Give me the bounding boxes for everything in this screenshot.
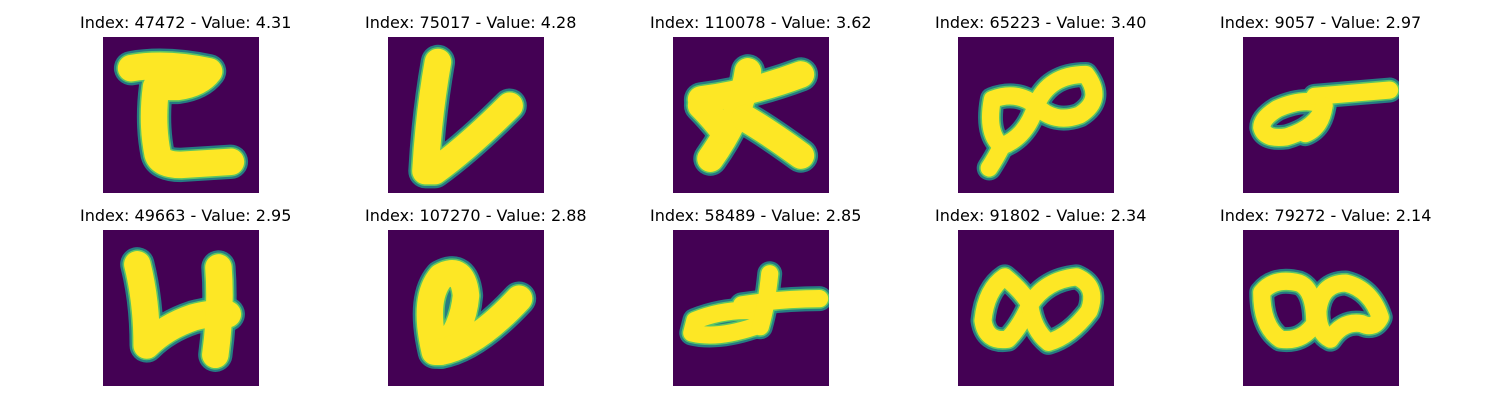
v-glyph-image [388, 37, 544, 193]
panel-title: Index: 91802 - Value: 2.34 [935, 206, 1147, 225]
panel-title: Index: 9057 - Value: 2.97 [1220, 13, 1422, 32]
cross-glyph-image [673, 37, 829, 193]
loop-tail-glyph-image [1243, 37, 1399, 193]
double-loop-glyph-image [958, 37, 1114, 193]
double-o-glyph-image [1243, 230, 1399, 386]
panel-title: Index: 65223 - Value: 3.40 [935, 13, 1147, 32]
panel-title: Index: 49663 - Value: 2.95 [80, 206, 292, 225]
panel-title: Index: 79272 - Value: 2.14 [1220, 206, 1432, 225]
four-glyph-image [103, 230, 259, 386]
infinity-glyph-image [958, 230, 1114, 386]
panel-title: Index: 47472 - Value: 4.31 [80, 13, 292, 32]
panel-title: Index: 58489 - Value: 2.85 [650, 206, 862, 225]
panel-title: Index: 110078 - Value: 3.62 [650, 13, 872, 32]
fish-glyph-image [673, 230, 829, 386]
panel-title: Index: 107270 - Value: 2.88 [365, 206, 587, 225]
panel-title: Index: 75017 - Value: 4.28 [365, 13, 577, 32]
hook-glyph-image [103, 37, 259, 193]
loop-stroke-glyph-image [388, 230, 544, 386]
